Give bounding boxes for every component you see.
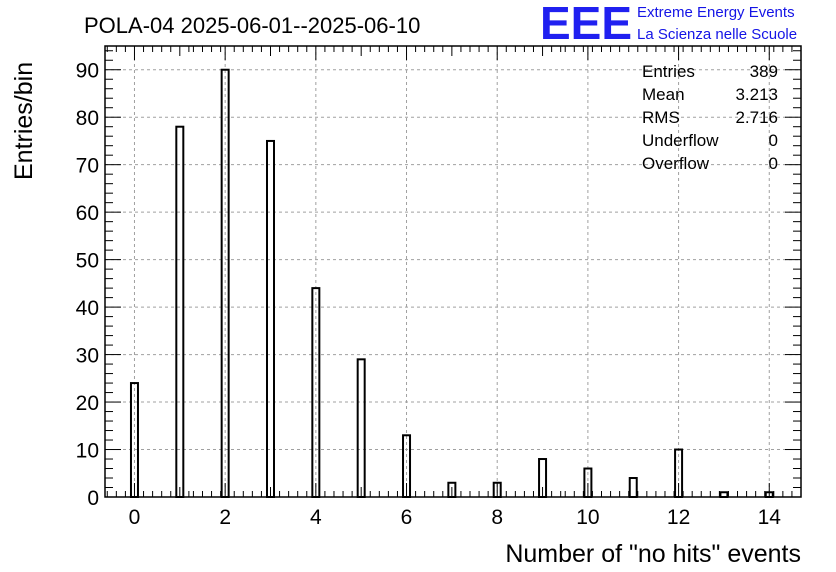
plot-frame bbox=[104, 45, 802, 498]
histogram-bar bbox=[356, 358, 366, 499]
y-tick-label: 70 bbox=[76, 155, 99, 178]
stats-value: 2.716 bbox=[735, 108, 778, 127]
histogram-bar bbox=[175, 125, 185, 498]
stats-value: 3.213 bbox=[735, 85, 778, 104]
axis-ticks bbox=[105, 46, 801, 498]
x-tick-label: 8 bbox=[491, 506, 503, 529]
stats-value: 0 bbox=[769, 154, 778, 173]
eee-logo-line2: La Scienza nelle Scuole bbox=[637, 26, 797, 43]
stats-label: RMS bbox=[642, 108, 680, 127]
y-tick-label: 40 bbox=[76, 297, 99, 320]
eee-logo-line1: Extreme Energy Events bbox=[637, 4, 795, 21]
y-tick-label: 0 bbox=[87, 487, 99, 510]
stats-label: Entries bbox=[642, 62, 695, 81]
x-tick-label: 10 bbox=[576, 506, 599, 529]
y-tick-label: 60 bbox=[76, 202, 99, 225]
y-axis-label: Entries/bin bbox=[10, 62, 38, 180]
histogram-bar bbox=[311, 287, 321, 498]
histogram-bar bbox=[628, 477, 638, 499]
histogram-bar bbox=[265, 139, 275, 499]
x-tick-label: 14 bbox=[758, 506, 782, 529]
y-tick-label: 30 bbox=[76, 345, 99, 368]
y-tick-labels: 0 10 20 30 40 50 60 70 80 90 bbox=[76, 60, 99, 510]
eee-logo: EEE Extreme Energy Events La Scienza nel… bbox=[540, 0, 797, 49]
grid bbox=[105, 46, 801, 497]
x-tick-label: 12 bbox=[667, 506, 690, 529]
x-tick-label: 0 bbox=[129, 506, 141, 529]
chart-title: POLA-04 2025-06-01--2025-06-10 bbox=[84, 13, 420, 38]
y-tick-label: 20 bbox=[76, 392, 99, 415]
stats-label: Underflow bbox=[642, 131, 719, 150]
y-tick-label: 90 bbox=[76, 60, 99, 83]
stats-value: 389 bbox=[750, 62, 778, 81]
stats-value: 0 bbox=[769, 131, 778, 150]
y-tick-label: 10 bbox=[76, 440, 99, 463]
eee-logo-mark: EEE bbox=[540, 0, 632, 49]
stats-box: Entries 389 Mean 3.213 RMS 2.716 Underflow 0 Ove… bbox=[642, 62, 778, 173]
stats-label: Mean bbox=[642, 85, 685, 104]
x-tick-label: 6 bbox=[401, 506, 413, 529]
x-axis-label: Number of "no hits" events bbox=[505, 540, 801, 568]
x-tick-label: 4 bbox=[310, 506, 322, 529]
x-tick-label: 2 bbox=[219, 506, 231, 529]
x-tick-labels: 0 2 4 6 8 10 12 14 bbox=[129, 506, 782, 529]
stats-label: Overflow bbox=[642, 154, 710, 173]
y-tick-label: 80 bbox=[76, 107, 99, 130]
y-tick-label: 50 bbox=[76, 250, 99, 273]
